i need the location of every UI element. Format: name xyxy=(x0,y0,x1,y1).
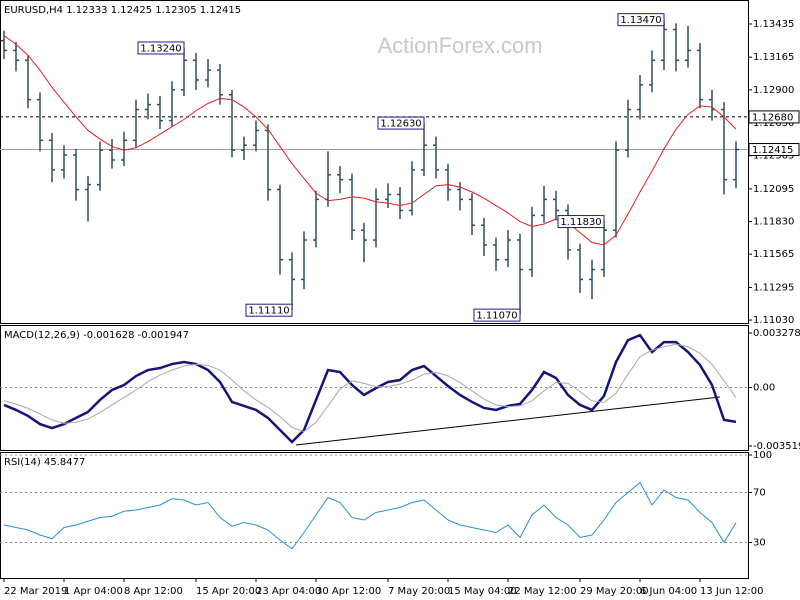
y-tick-label: 1.12900 xyxy=(753,85,794,96)
x-tick-label: 6 Jun 04:00 xyxy=(640,586,697,597)
annotation-box xyxy=(473,308,521,322)
level-label: 1.12680 xyxy=(752,112,793,123)
x-tick-label: 22 May 12:00 xyxy=(508,586,577,597)
annotation-label: 1.11830 xyxy=(560,217,601,228)
level-label: 1.12415 xyxy=(752,145,793,156)
x-tick-label: 7 May 20:00 xyxy=(388,586,450,597)
x-tick-label: 30 Apr 12:00 xyxy=(316,586,381,597)
x-tick-label: 23 Apr 04:00 xyxy=(256,586,321,597)
rsi-panel xyxy=(0,452,749,579)
y-tick-label: 1.11295 xyxy=(753,282,794,293)
x-tick-label: 15 May 04:00 xyxy=(448,586,517,597)
x-tick-label: 1 Apr 04:00 xyxy=(64,586,123,597)
price-title: EURUSD,H4 1.12333 1.12425 1.12305 1.1241… xyxy=(4,5,241,16)
annotation-label: 1.11110 xyxy=(248,306,289,317)
x-tick-label: 22 Mar 2019 xyxy=(4,586,67,597)
annotation-box xyxy=(377,116,425,130)
macd-title: MACD(12,26,9) -0.001628 -0.001947 xyxy=(4,330,189,341)
annotation-box xyxy=(245,303,293,317)
series-line xyxy=(3,333,737,444)
macd-panel xyxy=(0,325,749,451)
moving-average xyxy=(3,35,737,246)
y-tick-label: 1.12095 xyxy=(753,184,794,195)
y-tick-label: 1.11565 xyxy=(753,249,794,260)
y-tick-label: 1.12630 xyxy=(753,118,794,129)
price-panel xyxy=(0,0,749,324)
x-tick-label: 29 May 20:00 xyxy=(580,586,649,597)
level-box xyxy=(748,143,800,157)
y-tick-label: 0.00 xyxy=(753,382,775,393)
annotation-box xyxy=(137,41,185,55)
level-box xyxy=(748,110,800,124)
annotation-label: 1.12630 xyxy=(380,119,421,130)
y-tick-label: 1.11830 xyxy=(753,217,794,228)
annotation-box xyxy=(617,13,665,27)
annotation-box xyxy=(557,215,605,229)
annotation-label: 1.11070 xyxy=(476,311,517,322)
annotation-label: 1.13240 xyxy=(140,43,181,54)
x-tick-label: 13 Jun 12:00 xyxy=(700,586,764,597)
annotation-label: 1.13470 xyxy=(620,15,661,26)
y-tick-label: 1.13165 xyxy=(753,52,794,63)
x-tick-label: 8 Apr 12:00 xyxy=(124,586,183,597)
series-line xyxy=(3,481,737,550)
y-tick-label: 1.13435 xyxy=(753,19,794,30)
y-tick-label: -0.003519 xyxy=(753,441,800,452)
y-tick-label: 70 xyxy=(753,488,766,499)
y-tick-label: 1.12365 xyxy=(753,151,794,162)
y-tick-label: 0.003278 xyxy=(753,328,800,339)
series-line xyxy=(3,343,737,433)
rsi-title: RSI(14) 45.8477 xyxy=(4,457,85,468)
y-tick-label: 100 xyxy=(753,450,772,461)
watermark: ActionForex.com xyxy=(377,33,542,58)
y-tick-label: 30 xyxy=(753,538,766,549)
x-tick-label: 15 Apr 20:00 xyxy=(196,586,261,597)
y-tick-label: 1.11030 xyxy=(753,315,794,326)
trendline xyxy=(295,396,721,446)
